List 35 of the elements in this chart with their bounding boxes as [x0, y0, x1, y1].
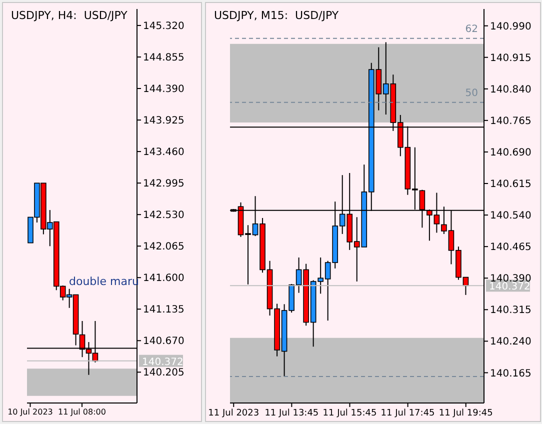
- annotation: 50: [465, 88, 478, 100]
- x-tick-label: 10 Jul 2023: [8, 408, 53, 417]
- y-tick-label: 141.135: [143, 304, 184, 316]
- x-tick-label: 11 Jul 15:45: [322, 408, 377, 418]
- y-tick-label: 145.320: [143, 21, 184, 32]
- y-tick-label: 140.315: [490, 305, 532, 316]
- y-tick-label: 140.915: [490, 52, 532, 64]
- y-tick-label: 142.065: [143, 242, 184, 253]
- chart-title: USDJPY, M15: USD/JPY: [214, 9, 339, 22]
- chart-title: USDJPY, H4: USD/JPY: [11, 9, 128, 22]
- x-tick-label: 11 Jul 08:00: [58, 408, 106, 417]
- y-tick-label: 140.615: [490, 179, 532, 190]
- y-tick-label: 140.465: [490, 242, 532, 254]
- x-tick-label: 11 Jul 19:45: [438, 408, 493, 418]
- x-tick-label: 11 Jul 17:45: [380, 408, 435, 418]
- ref-line-label: 140.372: [142, 356, 184, 368]
- y-tick-label: 140.690: [490, 148, 532, 159]
- y-tick-label: 140.990: [490, 21, 532, 32]
- y-tick-label: 140.540: [490, 210, 532, 222]
- y-tick-label: 142.530: [143, 210, 184, 222]
- y-tick-label: 144.390: [143, 84, 184, 96]
- y-tick-label: 140.165: [490, 368, 532, 380]
- y-tick-label: 143.925: [143, 116, 184, 127]
- y-tick-label: 143.460: [143, 147, 184, 158]
- x-tick-label: 11 Jul 13:45: [264, 408, 319, 418]
- y-tick-label: 140.670: [143, 336, 184, 348]
- y-tick-label: 140.205: [143, 368, 184, 379]
- y-tick-label: 141.600: [143, 273, 184, 284]
- y-tick-label: 142.995: [143, 178, 184, 190]
- x-tick-label: 11 Jul 2023: [208, 408, 260, 418]
- y-tick-label: 140.240: [490, 336, 532, 348]
- y-tick-label: 144.855: [143, 52, 184, 64]
- y-tick-label: 140.840: [490, 84, 532, 96]
- y-tick-label: 140.765: [490, 116, 532, 127]
- annotation: 62: [465, 24, 478, 36]
